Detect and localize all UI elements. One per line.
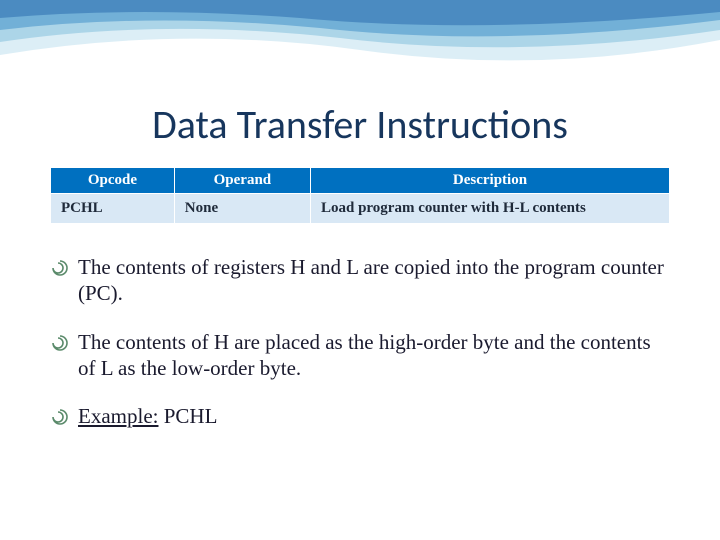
bullet-text: The contents of H are placed as the high…	[78, 330, 651, 380]
cell-opcode: PCHL	[51, 194, 175, 224]
bullet-text: The contents of registers H and L are co…	[78, 255, 664, 305]
example-value: PCHL	[158, 404, 217, 428]
col-description: Description	[310, 168, 669, 194]
swirl-icon	[50, 407, 70, 427]
cell-description: Load program counter with H-L contents	[310, 194, 669, 224]
list-item: The contents of H are placed as the high…	[50, 329, 670, 382]
swirl-icon	[50, 333, 70, 353]
cell-operand: None	[174, 194, 310, 224]
col-operand: Operand	[174, 168, 310, 194]
slide-content: Data Transfer Instructions Opcode Operan…	[0, 0, 720, 429]
table-row: PCHL None Load program counter with H-L …	[51, 194, 670, 224]
col-opcode: Opcode	[51, 168, 175, 194]
list-item: Example: PCHL	[50, 403, 670, 429]
example-label: Example:	[78, 404, 158, 428]
swirl-icon	[50, 258, 70, 278]
table-header-row: Opcode Operand Description	[51, 168, 670, 194]
bullet-list: The contents of registers H and L are co…	[50, 254, 670, 429]
list-item: The contents of registers H and L are co…	[50, 254, 670, 307]
instruction-table: Opcode Operand Description PCHL None Loa…	[50, 167, 670, 224]
page-title: Data Transfer Instructions	[50, 100, 670, 149]
